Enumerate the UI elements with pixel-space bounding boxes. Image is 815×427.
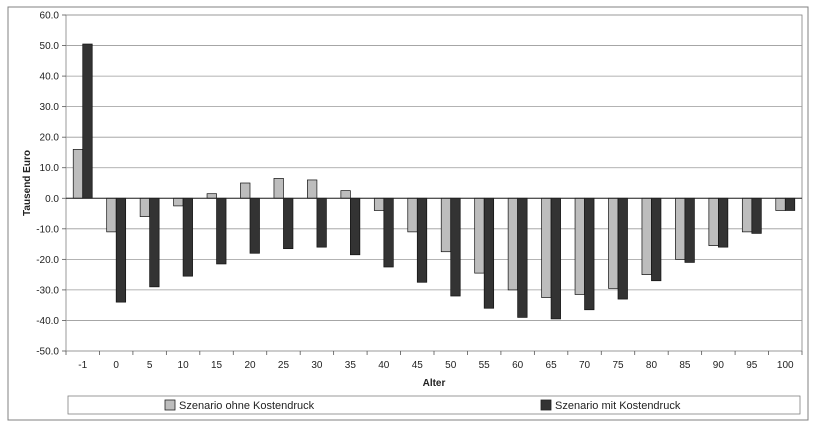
bar-series-2 [350,197,361,256]
x-tick-label: 35 [345,360,357,371]
bar-series-1 [240,182,251,199]
bar-series-2 [617,197,628,300]
x-tick-label: 15 [211,360,223,371]
x-tick-label: 90 [713,360,725,371]
x-tick-label: 85 [679,360,691,371]
bar-series-2 [149,197,160,288]
bar-series-1 [373,197,385,211]
bar-series-1 [440,197,452,253]
y-tick-label: 30.0 [40,102,60,113]
y-tick-label: -30.0 [36,285,59,296]
bar-series-2 [483,197,495,309]
x-tick-label: 25 [278,360,290,371]
y-tick-label: -10.0 [36,224,59,235]
y-tick-label: -40.0 [36,316,59,327]
bar-series-1 [474,197,485,274]
y-tick-label: -20.0 [36,255,59,266]
bar-series-1 [307,179,318,199]
y-tick-label: 60.0 [40,11,60,22]
y-tick-label: 10.0 [40,163,60,174]
bar-series-2 [182,197,193,277]
x-tick-label: 80 [646,360,658,371]
bar-series-2 [751,197,762,234]
bar-series-1 [708,197,719,246]
x-tick-label: 100 [777,360,794,371]
y-tick-label: 50.0 [40,41,60,52]
bar-series-2 [383,197,394,268]
legend: Szenario ohne Kostendruck Szenario mit K… [67,395,801,415]
bar-series-1 [407,197,418,233]
bar-series-1 [574,197,585,295]
bar-series-1 [641,197,652,275]
x-tick-label: 70 [579,360,591,371]
y-axis: 60.0 50.0 40.0 30.0 20.0 10.0 0.0 -10.0 -20.0 -30… [36,11,66,358]
bar-series-2 [283,197,294,250]
bar-series-2 [584,197,595,311]
bar-series-2 [718,197,729,248]
bar-series-1 [139,197,150,217]
bar-series-2 [416,197,428,283]
bar-series-1 [106,197,117,233]
legend-label-series-2: Szenario mit Kostendruck [555,400,681,412]
bar-series-1 [173,197,184,207]
bar-series-2 [450,197,461,297]
x-tick-label: 60 [512,360,524,371]
bars [72,43,796,320]
y-tick-label: 20.0 [40,133,60,144]
legend-swatch-series-1 [164,399,176,411]
x-tick-label: 55 [479,360,491,371]
bar-series-2 [216,197,227,265]
bar-series-2 [517,197,528,318]
bar-series-2 [82,43,93,199]
y-tick-label: 0.0 [45,194,59,205]
legend-swatch-series-2 [540,399,552,411]
x-tick-label: 10 [178,360,190,371]
bar-series-2 [651,197,662,282]
x-tick-label: 5 [147,360,153,371]
x-axis-label: Alter [423,378,446,389]
x-tick-label: 75 [612,360,624,371]
bar-series-2 [784,197,796,211]
x-tick-label: 40 [378,360,390,371]
bar-series-1 [206,193,217,199]
bar-series-1 [675,197,686,260]
bar-series-2 [115,197,127,303]
bar-series-1 [775,197,786,211]
legend-box [67,395,801,415]
bar-series-1 [608,197,619,289]
bar-series-2 [249,197,260,254]
x-tick-label: 95 [746,360,758,371]
x-axis: -1 0 5 10 15 20 25 30 35 40 45 50 55 60 65 70 75 80 85 90 95… [65,351,803,371]
bar-series-1 [72,149,84,199]
bar-series-1 [273,178,284,199]
y-tick-label: -50.0 [36,347,59,358]
x-tick-label: 0 [113,360,119,371]
bar-series-2 [684,197,695,263]
x-tick-label: 65 [546,360,558,371]
bar-series-2 [550,197,561,320]
x-tick-label: 45 [412,360,424,371]
legend-label-series-1: Szenario ohne Kostendruck [179,400,315,412]
x-tick-label: -1 [78,360,87,371]
x-tick-label: 20 [244,360,256,371]
x-tick-label: 30 [311,360,323,371]
y-axis-label: Tausend Euro [22,150,33,216]
x-tick-label: 50 [445,360,457,371]
bar-series-1 [741,197,753,233]
bar-series-1 [340,190,351,199]
bar-series-2 [316,197,327,248]
bar-series-1 [507,197,518,291]
plot-area [65,14,803,352]
y-tick-label: 40.0 [40,72,60,83]
bar-series-1 [541,197,552,298]
